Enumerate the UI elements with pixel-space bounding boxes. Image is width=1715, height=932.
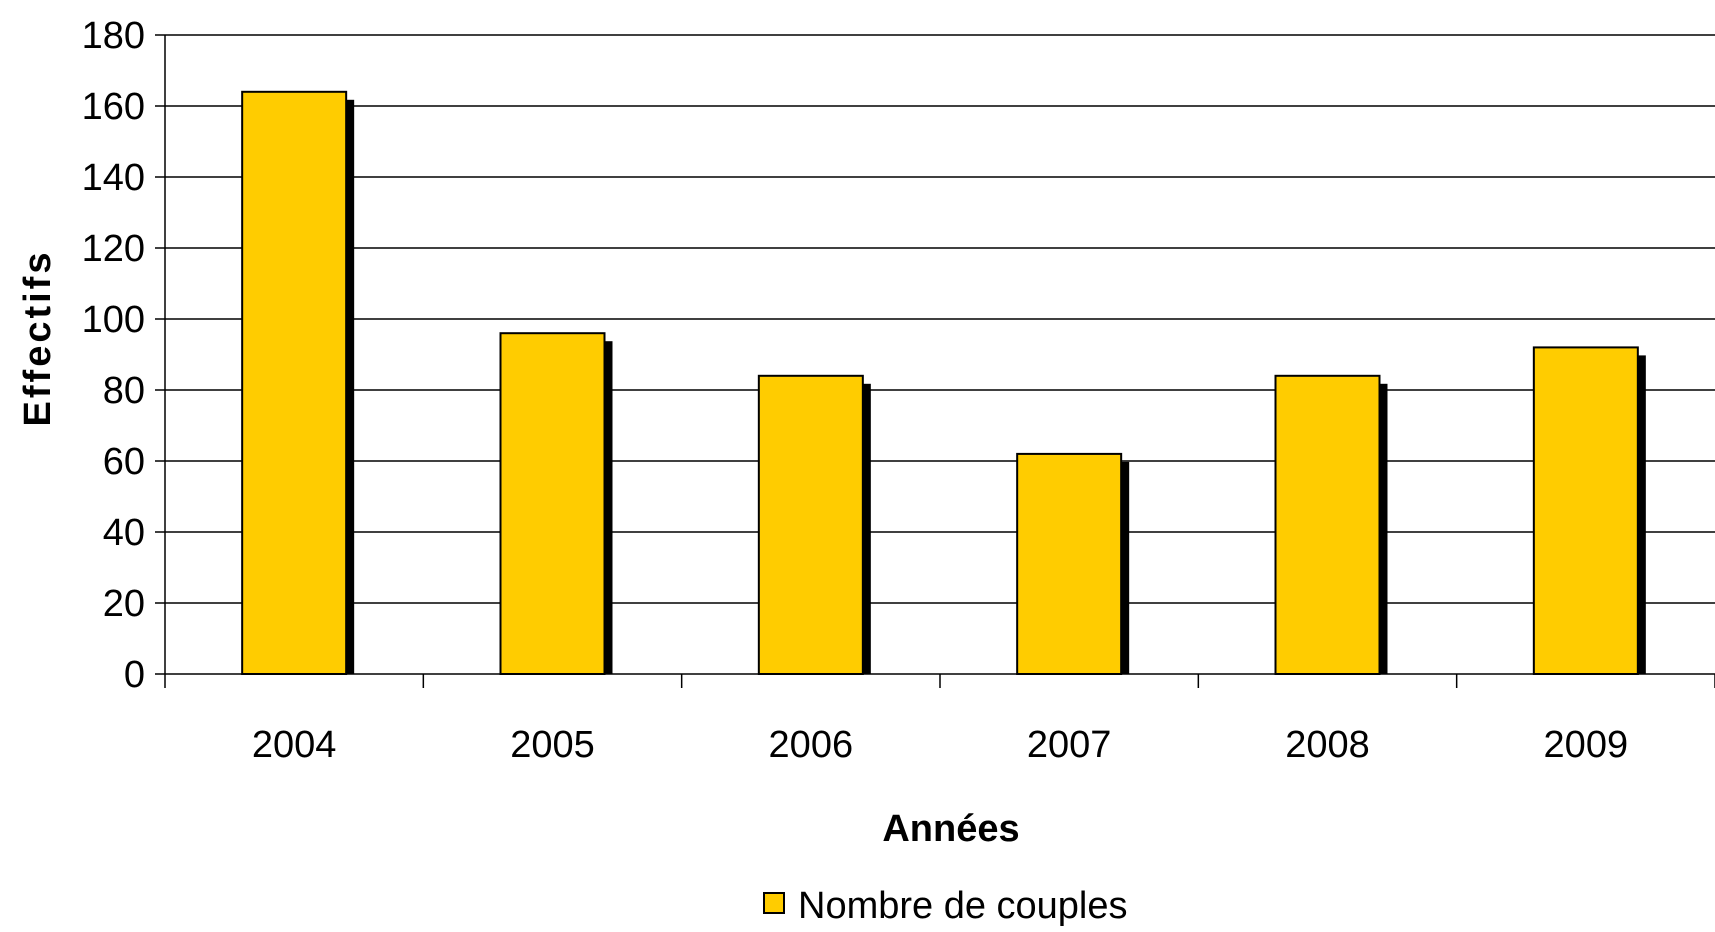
y-tick-label: 140 (82, 157, 145, 199)
bar (1532, 346, 1639, 675)
y-tick-label: 20 (103, 583, 145, 625)
legend: Nombre de couples (763, 885, 1128, 927)
x-tick-label: 2004 (252, 724, 337, 766)
y-tick-label: 60 (103, 441, 145, 483)
bar (1016, 452, 1123, 675)
bars (241, 90, 1646, 676)
y-tick-label: 40 (103, 512, 145, 554)
bar (757, 374, 864, 675)
gridlines (155, 34, 1715, 688)
y-tick-label: 0 (124, 654, 145, 696)
y-axis-title: Effectifs (17, 250, 59, 427)
bar (499, 332, 606, 675)
y-tick-label: 100 (82, 299, 145, 341)
bar (1274, 374, 1381, 675)
y-tick-label: 80 (103, 370, 145, 412)
x-axis-title: Années (882, 808, 1019, 850)
bar (241, 90, 348, 676)
y-tick-label: 160 (82, 86, 145, 128)
x-tick-labels: 2004 2005 2006 2007 2008 2009 (252, 724, 1628, 766)
y-tick-label: 180 (82, 15, 145, 57)
x-tick-label: 2008 (1285, 724, 1370, 766)
y-tick-labels: 0 20 40 60 80 100 120 140 160 180 (82, 15, 145, 696)
axes (164, 35, 1715, 688)
x-tick-label: 2005 (510, 724, 595, 766)
x-tick-label: 2007 (1027, 724, 1112, 766)
legend-swatch (763, 892, 785, 914)
y-tick-label: 120 (82, 228, 145, 270)
legend-label: Nombre de couples (798, 885, 1128, 927)
x-tick-label: 2006 (769, 724, 854, 766)
x-tick-label: 2009 (1544, 724, 1629, 766)
